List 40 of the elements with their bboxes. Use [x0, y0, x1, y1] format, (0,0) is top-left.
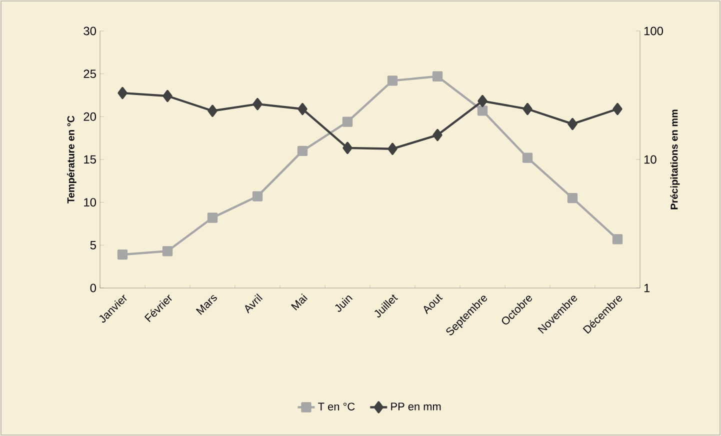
point [162, 246, 173, 256]
point [298, 102, 308, 116]
y-tick-label: 30 [84, 26, 96, 36]
point [432, 128, 442, 142]
legend-label: PP en mm [391, 402, 441, 410]
point [297, 146, 308, 156]
point [612, 234, 623, 244]
point [118, 86, 128, 100]
point [342, 142, 352, 154]
x-tick-label: Juin [335, 296, 353, 312]
point [478, 94, 488, 108]
point [522, 152, 533, 163]
y-tick-label: 20 [84, 112, 96, 121]
point [568, 118, 578, 130]
point [522, 102, 532, 116]
y2-tick-label: 10 [644, 155, 656, 164]
point [477, 106, 488, 116]
y-axis-title: Température en °C [66, 116, 76, 204]
point [342, 116, 353, 127]
y2-tick-label: 100 [644, 26, 664, 36]
point [252, 191, 263, 202]
y2-tick-label: 1 [644, 284, 650, 292]
point [388, 142, 398, 155]
y-tick-label: 15 [84, 155, 96, 164]
point [207, 212, 218, 223]
legend-label: T en °C [318, 402, 355, 410]
x-tick-label: Mai [290, 293, 308, 310]
y2-axis-title: Précipitations en mm [670, 110, 680, 210]
y-tick-label: 25 [84, 70, 96, 78]
point [162, 90, 172, 102]
point [612, 102, 622, 116]
point [208, 104, 218, 117]
y-tick-label: 0 [90, 284, 96, 292]
y-tick-label: 10 [84, 198, 96, 207]
point [252, 98, 262, 110]
point [567, 192, 578, 204]
y-tick-label: 5 [90, 240, 96, 250]
point [117, 249, 128, 260]
point [432, 71, 443, 82]
point [387, 76, 398, 86]
